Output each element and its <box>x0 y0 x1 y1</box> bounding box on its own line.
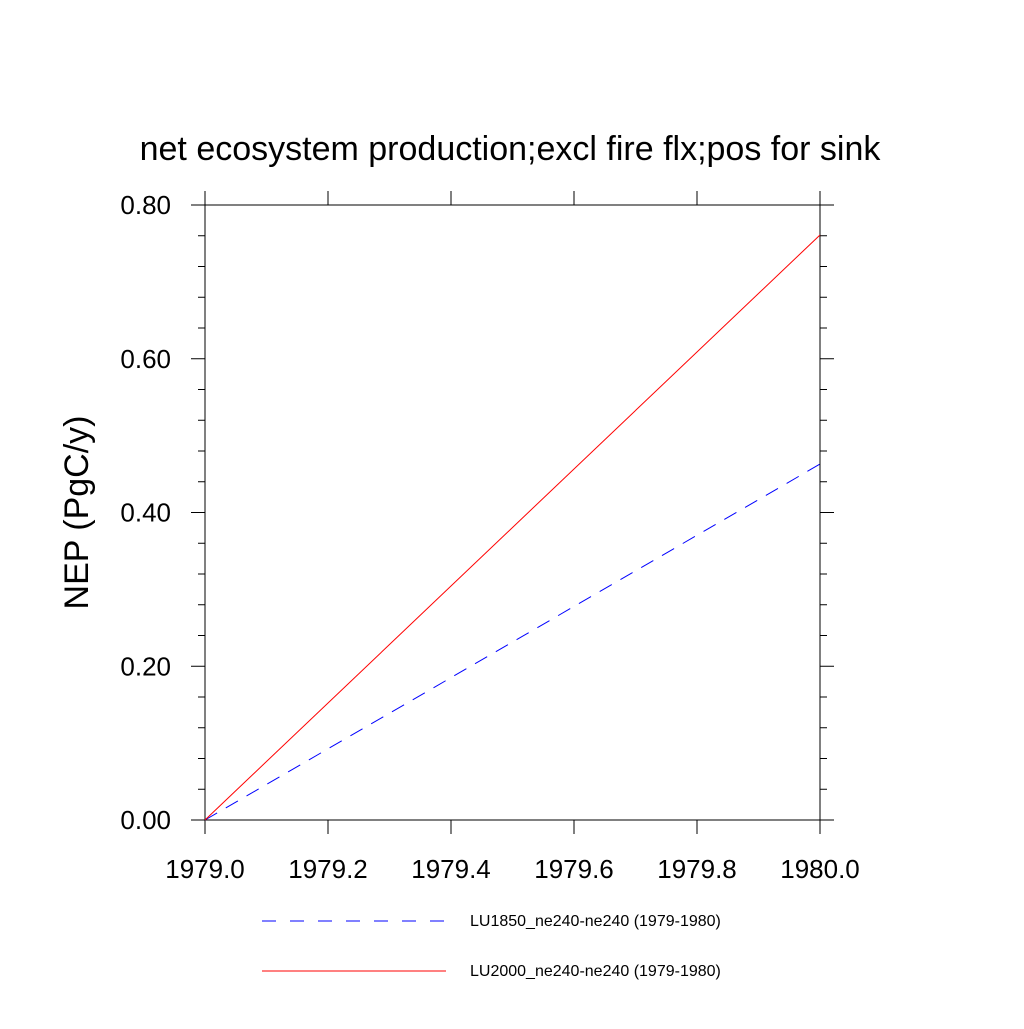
plot-frame <box>204 204 821 821</box>
legend: LU1850_ne240-ne240 (1979-1980) LU2000_ne2… <box>262 913 721 980</box>
y-tick-label: 0.00 <box>120 805 171 835</box>
x-tick-label: 1979.8 <box>657 854 737 884</box>
x-tick-label: 1979.4 <box>411 854 491 884</box>
y-tick-labels: 0.00 0.20 0.40 0.60 0.80 <box>120 190 171 835</box>
series-line-2 <box>204 234 821 821</box>
x-tick-label: 1979.0 <box>165 854 245 884</box>
minor-ticks <box>198 235 827 790</box>
legend-label-1: LU1850_ne240-ne240 (1979-1980) <box>470 913 721 930</box>
y-axis-label: NEP (PgC/y) <box>58 416 96 610</box>
series-lines <box>204 234 821 821</box>
y-tick-label: 0.60 <box>120 344 171 374</box>
major-ticks <box>191 191 834 834</box>
legend-label-2: LU2000_ne240-ne240 (1979-1980) <box>470 963 721 980</box>
x-tick-label: 1979.2 <box>288 854 368 884</box>
series-line-1 <box>204 463 821 821</box>
plot-border <box>204 204 821 821</box>
y-tick-label: 0.40 <box>120 498 171 528</box>
x-tick-labels: 1979.0 1979.2 1979.4 1979.6 1979.8 1980.0 <box>165 854 860 884</box>
x-tick-label: 1980.0 <box>780 854 860 884</box>
chart-title: net ecosystem production;excl fire flx;p… <box>140 130 882 168</box>
y-tick-label: 0.80 <box>120 190 171 220</box>
x-tick-label: 1979.6 <box>534 854 614 884</box>
y-tick-label: 0.20 <box>120 651 171 681</box>
